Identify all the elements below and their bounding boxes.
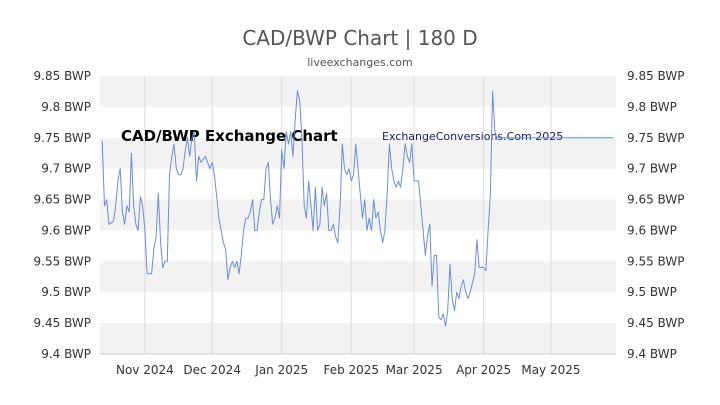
- exchange-rate-line: [101, 90, 614, 327]
- y-tick-label-right: 9.6 BWP: [627, 223, 677, 237]
- y-tick-label-left: 9.75 BWP: [34, 131, 91, 145]
- x-tick-label: May 2025: [521, 363, 580, 377]
- y-tick-label-right: 9.8 BWP: [627, 100, 677, 114]
- alternating-bands: [100, 76, 616, 354]
- y-tick-label-right: 9.45 BWP: [627, 316, 684, 330]
- y-tick-label-right: 9.4 BWP: [627, 347, 677, 361]
- site-watermark-label: ExchangeConversions.Com 2025: [382, 130, 563, 143]
- chart-subtitle: liveexchanges.com: [307, 56, 413, 69]
- y-tick-label-left: 9.55 BWP: [34, 254, 91, 268]
- y-tick-label-right: 9.7 BWP: [627, 162, 677, 176]
- y-tick-label-left: 9.5 BWP: [41, 285, 91, 299]
- x-tick-label: Feb 2025: [323, 363, 379, 377]
- grid-band: [100, 76, 616, 107]
- y-tick-label-left: 9.8 BWP: [41, 100, 91, 114]
- y-tick-label-left: 9.6 BWP: [41, 223, 91, 237]
- chart-watermark-label: CAD/BWP Exchange Chart: [121, 127, 338, 145]
- grid-band: [100, 323, 616, 354]
- y-tick-label-right: 9.85 BWP: [627, 69, 684, 83]
- y-tick-label-right: 9.65 BWP: [627, 193, 684, 207]
- vertical-gridlines: [144, 76, 552, 354]
- y-tick-label-left: 9.4 BWP: [41, 347, 91, 361]
- x-tick-label: Dec 2024: [183, 363, 241, 377]
- y-tick-label-left: 9.85 BWP: [34, 69, 91, 83]
- x-tick-label: Apr 2025: [456, 363, 511, 377]
- y-tick-label-left: 9.7 BWP: [41, 162, 91, 176]
- y-tick-label-right: 9.75 BWP: [627, 131, 684, 145]
- y-tick-label-left: 9.65 BWP: [34, 193, 91, 207]
- y-tick-labels-right: 9.85 BWP 9.8 BWP 9.75 BWP 9.7 BWP 9.65 BWP 9.…: [627, 69, 684, 361]
- grid-band: [100, 199, 616, 231]
- x-tick-label: Jan 2025: [254, 363, 308, 377]
- y-tick-label-left: 9.45 BWP: [34, 316, 91, 330]
- y-tick-label-right: 9.5 BWP: [627, 285, 677, 299]
- x-tick-label: Mar 2025: [386, 363, 443, 377]
- x-tick-label: Nov 2024: [116, 363, 174, 377]
- y-tick-label-right: 9.55 BWP: [627, 254, 684, 268]
- chart-title: CAD/BWP Chart | 180 D: [242, 26, 478, 50]
- grid-band: [100, 261, 616, 293]
- x-tick-labels: Nov 2024 Dec 2024 Jan 2025 Feb 2025 Mar 2025…: [116, 363, 581, 377]
- y-tick-labels-left: 9.85 BWP 9.8 BWP 9.75 BWP 9.7 BWP 9.65 BWP 9.…: [34, 69, 91, 361]
